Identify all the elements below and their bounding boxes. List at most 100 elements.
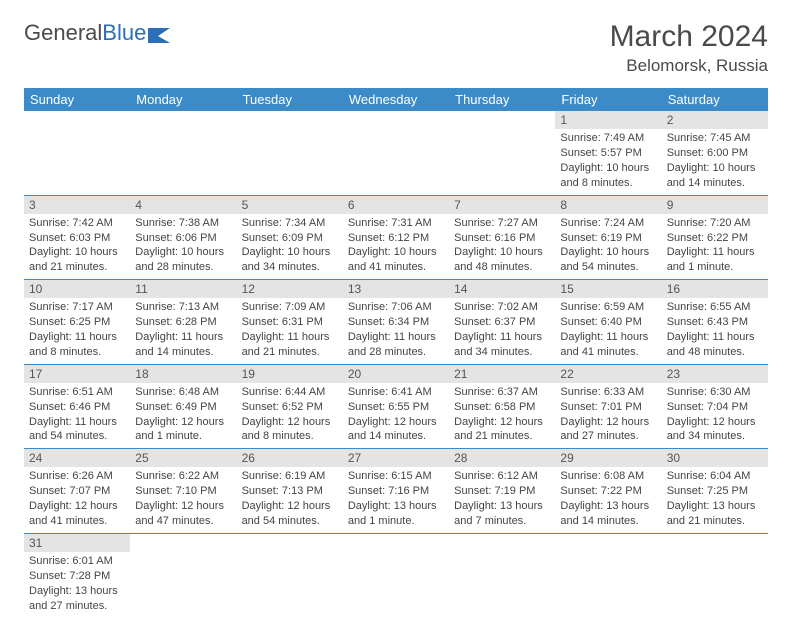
calendar-cell: 14Sunrise: 7:02 AMSunset: 6:37 PMDayligh…: [449, 280, 555, 365]
weekday-header: Sunday: [24, 88, 130, 111]
day-details: Sunrise: 6:51 AMSunset: 6:46 PMDaylight:…: [24, 383, 130, 448]
sunrise-text: Sunrise: 6:51 AM: [29, 385, 125, 400]
daylight-text: Daylight: 12 hours and 47 minutes.: [135, 499, 231, 529]
calendar-cell: 18Sunrise: 6:48 AMSunset: 6:49 PMDayligh…: [130, 364, 236, 449]
sunrise-text: Sunrise: 6:30 AM: [667, 385, 763, 400]
calendar-cell: 20Sunrise: 6:41 AMSunset: 6:55 PMDayligh…: [343, 364, 449, 449]
daylight-text: Daylight: 11 hours and 14 minutes.: [135, 330, 231, 360]
calendar-cell: 21Sunrise: 6:37 AMSunset: 6:58 PMDayligh…: [449, 364, 555, 449]
day-number: 15: [555, 280, 661, 298]
sunrise-text: Sunrise: 7:20 AM: [667, 216, 763, 231]
sunset-text: Sunset: 7:04 PM: [667, 400, 763, 415]
calendar-cell: 2Sunrise: 7:45 AMSunset: 6:00 PMDaylight…: [662, 111, 768, 195]
month-title: March 2024: [610, 20, 768, 54]
day-number: 2: [662, 111, 768, 129]
day-details: Sunrise: 6:08 AMSunset: 7:22 PMDaylight:…: [555, 467, 661, 532]
calendar-cell: [555, 533, 661, 617]
sunset-text: Sunset: 6:16 PM: [454, 231, 550, 246]
calendar-cell: 29Sunrise: 6:08 AMSunset: 7:22 PMDayligh…: [555, 449, 661, 534]
sunset-text: Sunset: 7:13 PM: [242, 484, 338, 499]
day-details: Sunrise: 7:09 AMSunset: 6:31 PMDaylight:…: [237, 298, 343, 363]
daylight-text: Daylight: 13 hours and 1 minute.: [348, 499, 444, 529]
sunrise-text: Sunrise: 6:37 AM: [454, 385, 550, 400]
logo-text-general: General: [24, 20, 102, 46]
daylight-text: Daylight: 11 hours and 1 minute.: [667, 245, 763, 275]
day-number: 25: [130, 449, 236, 467]
sunrise-text: Sunrise: 7:02 AM: [454, 300, 550, 315]
daylight-text: Daylight: 12 hours and 41 minutes.: [29, 499, 125, 529]
calendar-cell: 15Sunrise: 6:59 AMSunset: 6:40 PMDayligh…: [555, 280, 661, 365]
empty-day-number: [130, 111, 236, 128]
weekday-header: Wednesday: [343, 88, 449, 111]
day-number: 5: [237, 196, 343, 214]
day-number: 23: [662, 365, 768, 383]
sunset-text: Sunset: 6:12 PM: [348, 231, 444, 246]
sunrise-text: Sunrise: 7:17 AM: [29, 300, 125, 315]
day-number: 22: [555, 365, 661, 383]
sunset-text: Sunset: 6:06 PM: [135, 231, 231, 246]
day-number: 9: [662, 196, 768, 214]
logo-text-blue: Blue: [102, 20, 146, 46]
sunrise-text: Sunrise: 6:08 AM: [560, 469, 656, 484]
day-details: Sunrise: 6:33 AMSunset: 7:01 PMDaylight:…: [555, 383, 661, 448]
calendar-cell: 5Sunrise: 7:34 AMSunset: 6:09 PMDaylight…: [237, 195, 343, 280]
day-details: Sunrise: 6:59 AMSunset: 6:40 PMDaylight:…: [555, 298, 661, 363]
daylight-text: Daylight: 10 hours and 14 minutes.: [667, 161, 763, 191]
sunrise-text: Sunrise: 6:22 AM: [135, 469, 231, 484]
sunrise-text: Sunrise: 7:45 AM: [667, 131, 763, 146]
sunset-text: Sunset: 7:01 PM: [560, 400, 656, 415]
calendar-cell: [237, 111, 343, 195]
calendar-cell: 17Sunrise: 6:51 AMSunset: 6:46 PMDayligh…: [24, 364, 130, 449]
logo: GeneralBlue: [24, 20, 174, 46]
sunset-text: Sunset: 6:37 PM: [454, 315, 550, 330]
calendar-cell: [343, 533, 449, 617]
day-details: Sunrise: 7:24 AMSunset: 6:19 PMDaylight:…: [555, 214, 661, 279]
day-number: 31: [24, 534, 130, 552]
day-details: Sunrise: 7:45 AMSunset: 6:00 PMDaylight:…: [662, 129, 768, 194]
calendar-cell: 9Sunrise: 7:20 AMSunset: 6:22 PMDaylight…: [662, 195, 768, 280]
weekday-header-row: Sunday Monday Tuesday Wednesday Thursday…: [24, 88, 768, 111]
calendar-cell: 10Sunrise: 7:17 AMSunset: 6:25 PMDayligh…: [24, 280, 130, 365]
sunset-text: Sunset: 5:57 PM: [560, 146, 656, 161]
day-number: 10: [24, 280, 130, 298]
day-number: 18: [130, 365, 236, 383]
daylight-text: Daylight: 13 hours and 21 minutes.: [667, 499, 763, 529]
daylight-text: Daylight: 13 hours and 27 minutes.: [29, 584, 125, 614]
calendar-cell: 19Sunrise: 6:44 AMSunset: 6:52 PMDayligh…: [237, 364, 343, 449]
daylight-text: Daylight: 12 hours and 8 minutes.: [242, 415, 338, 445]
sunrise-text: Sunrise: 6:26 AM: [29, 469, 125, 484]
sunrise-text: Sunrise: 7:06 AM: [348, 300, 444, 315]
sunset-text: Sunset: 6:52 PM: [242, 400, 338, 415]
empty-day-number: [237, 111, 343, 128]
day-details: Sunrise: 6:37 AMSunset: 6:58 PMDaylight:…: [449, 383, 555, 448]
sunrise-text: Sunrise: 7:34 AM: [242, 216, 338, 231]
sunset-text: Sunset: 7:16 PM: [348, 484, 444, 499]
sunrise-text: Sunrise: 6:59 AM: [560, 300, 656, 315]
sunrise-text: Sunrise: 7:13 AM: [135, 300, 231, 315]
calendar-cell: 8Sunrise: 7:24 AMSunset: 6:19 PMDaylight…: [555, 195, 661, 280]
calendar-cell: 13Sunrise: 7:06 AMSunset: 6:34 PMDayligh…: [343, 280, 449, 365]
sunrise-text: Sunrise: 7:31 AM: [348, 216, 444, 231]
daylight-text: Daylight: 12 hours and 34 minutes.: [667, 415, 763, 445]
sunset-text: Sunset: 6:25 PM: [29, 315, 125, 330]
daylight-text: Daylight: 11 hours and 28 minutes.: [348, 330, 444, 360]
day-number: 19: [237, 365, 343, 383]
sunset-text: Sunset: 6:28 PM: [135, 315, 231, 330]
weekday-header: Thursday: [449, 88, 555, 111]
day-details: Sunrise: 7:17 AMSunset: 6:25 PMDaylight:…: [24, 298, 130, 363]
calendar-cell: 22Sunrise: 6:33 AMSunset: 7:01 PMDayligh…: [555, 364, 661, 449]
day-number: 11: [130, 280, 236, 298]
weekday-header: Tuesday: [237, 88, 343, 111]
empty-day-number: [662, 534, 768, 551]
calendar-cell: [130, 533, 236, 617]
day-details: Sunrise: 6:19 AMSunset: 7:13 PMDaylight:…: [237, 467, 343, 532]
empty-day-number: [449, 534, 555, 551]
sunset-text: Sunset: 6:49 PM: [135, 400, 231, 415]
calendar-cell: [662, 533, 768, 617]
day-details: Sunrise: 6:30 AMSunset: 7:04 PMDaylight:…: [662, 383, 768, 448]
day-number: 6: [343, 196, 449, 214]
day-number: 3: [24, 196, 130, 214]
title-area: March 2024 Belomorsk, Russia: [610, 20, 768, 76]
sunrise-text: Sunrise: 6:48 AM: [135, 385, 231, 400]
sunset-text: Sunset: 7:07 PM: [29, 484, 125, 499]
